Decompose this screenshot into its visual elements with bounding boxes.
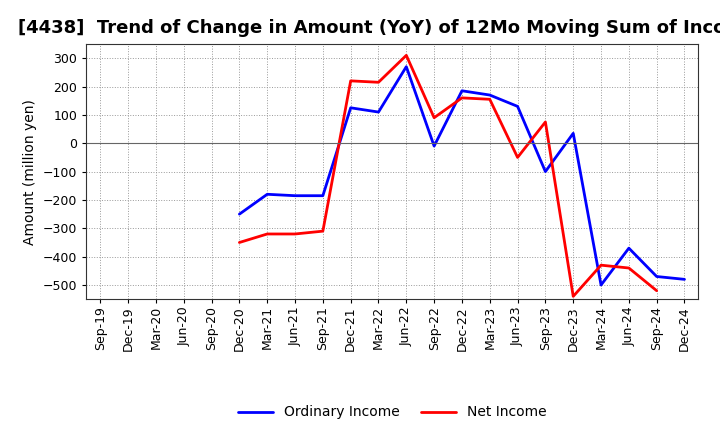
Y-axis label: Amount (million yen): Amount (million yen): [23, 99, 37, 245]
Net Income: [624, 265, 633, 271]
Ordinary Income: [235, 212, 243, 217]
Net Income: [485, 97, 494, 102]
Net Income: [458, 95, 467, 100]
Ordinary Income: [652, 274, 661, 279]
Ordinary Income: [541, 169, 550, 174]
Net Income: [346, 78, 355, 84]
Net Income: [652, 288, 661, 293]
Net Income: [235, 240, 243, 245]
Line: Ordinary Income: Ordinary Income: [239, 67, 685, 285]
Ordinary Income: [624, 246, 633, 251]
Net Income: [569, 294, 577, 299]
Ordinary Income: [569, 131, 577, 136]
Net Income: [291, 231, 300, 237]
Net Income: [263, 231, 271, 237]
Ordinary Income: [430, 143, 438, 149]
Ordinary Income: [263, 192, 271, 197]
Net Income: [318, 228, 327, 234]
Ordinary Income: [346, 105, 355, 110]
Ordinary Income: [402, 64, 410, 70]
Ordinary Income: [485, 92, 494, 98]
Ordinary Income: [291, 193, 300, 198]
Legend: Ordinary Income, Net Income: Ordinary Income, Net Income: [233, 400, 552, 425]
Ordinary Income: [513, 104, 522, 109]
Ordinary Income: [458, 88, 467, 93]
Net Income: [402, 53, 410, 58]
Net Income: [430, 115, 438, 121]
Line: Net Income: Net Income: [239, 55, 657, 297]
Ordinary Income: [374, 110, 383, 115]
Net Income: [513, 155, 522, 160]
Net Income: [541, 119, 550, 125]
Ordinary Income: [680, 277, 689, 282]
Ordinary Income: [597, 282, 606, 288]
Ordinary Income: [318, 193, 327, 198]
Net Income: [374, 80, 383, 85]
Title: [4438]  Trend of Change in Amount (YoY) of 12Mo Moving Sum of Incomes: [4438] Trend of Change in Amount (YoY) o…: [18, 19, 720, 37]
Net Income: [597, 263, 606, 268]
